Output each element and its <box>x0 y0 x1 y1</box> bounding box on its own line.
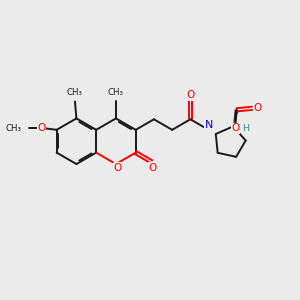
Text: H: H <box>242 124 249 133</box>
Polygon shape <box>233 110 239 126</box>
Text: O: O <box>149 163 157 172</box>
Text: CH₃: CH₃ <box>67 88 83 97</box>
Text: O: O <box>113 163 122 172</box>
Text: CH₃: CH₃ <box>108 88 124 97</box>
Text: N: N <box>205 120 213 130</box>
Text: CH₃: CH₃ <box>6 124 22 133</box>
Text: O: O <box>37 123 46 134</box>
Text: O: O <box>232 123 240 133</box>
Text: O: O <box>187 90 195 100</box>
Text: O: O <box>253 103 261 113</box>
